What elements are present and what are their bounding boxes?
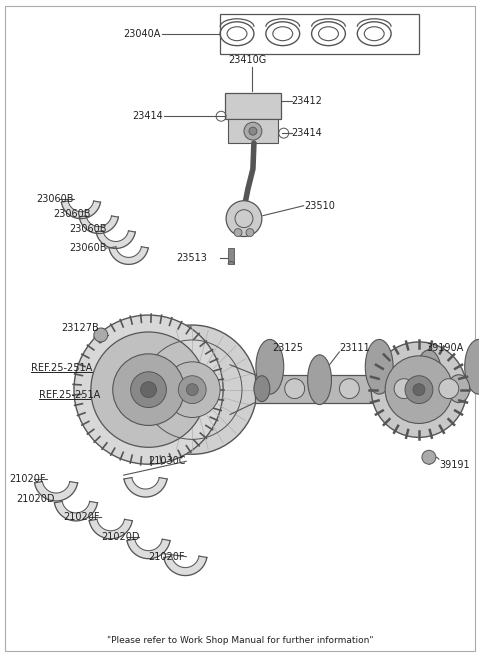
Ellipse shape	[365, 340, 393, 394]
Circle shape	[179, 376, 206, 403]
Circle shape	[413, 384, 425, 396]
Circle shape	[186, 384, 198, 396]
Bar	[228, 119, 278, 143]
Text: 21020D: 21020D	[101, 532, 139, 542]
Circle shape	[131, 372, 167, 407]
Text: "Please refer to Work Shop Manual for further information": "Please refer to Work Shop Manual for fu…	[107, 636, 373, 645]
Text: 23414: 23414	[132, 111, 164, 122]
Ellipse shape	[465, 340, 480, 394]
Ellipse shape	[308, 355, 332, 405]
Text: 23414: 23414	[292, 128, 323, 138]
Text: 23410G: 23410G	[228, 55, 266, 64]
Circle shape	[385, 356, 453, 424]
Ellipse shape	[256, 340, 284, 394]
Circle shape	[422, 450, 436, 464]
Circle shape	[91, 332, 206, 447]
Text: 23060B: 23060B	[69, 223, 107, 234]
Circle shape	[94, 328, 108, 342]
Ellipse shape	[254, 376, 270, 401]
Circle shape	[394, 378, 414, 399]
Text: 21020F: 21020F	[9, 474, 46, 484]
Text: 23060B: 23060B	[69, 244, 107, 254]
Circle shape	[226, 201, 262, 237]
Circle shape	[246, 229, 254, 237]
Text: 23125: 23125	[272, 343, 303, 353]
Text: REF.25-251A: REF.25-251A	[39, 390, 100, 399]
Polygon shape	[79, 216, 119, 233]
Polygon shape	[54, 501, 97, 521]
Polygon shape	[35, 482, 78, 501]
Polygon shape	[89, 519, 132, 539]
Bar	[228, 248, 234, 264]
Ellipse shape	[448, 374, 469, 403]
Text: 39191: 39191	[439, 460, 469, 470]
Text: 23412: 23412	[292, 97, 323, 106]
Circle shape	[339, 378, 360, 399]
Ellipse shape	[416, 350, 442, 401]
Circle shape	[128, 325, 257, 454]
Circle shape	[439, 378, 459, 399]
Text: 21030C: 21030C	[148, 456, 186, 466]
Bar	[255, 374, 459, 403]
Circle shape	[74, 315, 223, 464]
Circle shape	[244, 122, 262, 140]
Text: 23127B: 23127B	[61, 323, 99, 333]
Text: 23040A: 23040A	[123, 29, 160, 39]
Polygon shape	[96, 231, 135, 248]
Text: REF.25-251A: REF.25-251A	[31, 363, 93, 373]
Text: 23513: 23513	[176, 254, 207, 263]
Text: 21020D: 21020D	[16, 494, 55, 504]
Polygon shape	[124, 478, 167, 497]
Polygon shape	[164, 556, 207, 576]
Circle shape	[113, 354, 184, 426]
Circle shape	[141, 382, 156, 397]
Polygon shape	[127, 539, 170, 558]
Text: 21020F: 21020F	[148, 552, 185, 562]
Polygon shape	[61, 201, 100, 219]
Bar	[225, 93, 281, 119]
Text: 23060B: 23060B	[53, 209, 91, 219]
Text: 23510: 23510	[305, 201, 336, 211]
Circle shape	[285, 378, 305, 399]
Text: 23111: 23111	[339, 343, 370, 353]
Circle shape	[249, 127, 257, 135]
Circle shape	[234, 229, 242, 237]
Text: 39190A: 39190A	[426, 343, 463, 353]
Circle shape	[165, 362, 220, 417]
Text: 21020F: 21020F	[63, 512, 99, 522]
Polygon shape	[109, 247, 148, 264]
Circle shape	[371, 342, 467, 438]
Bar	[220, 14, 419, 54]
Text: 23060B: 23060B	[36, 194, 74, 204]
Circle shape	[405, 376, 433, 403]
